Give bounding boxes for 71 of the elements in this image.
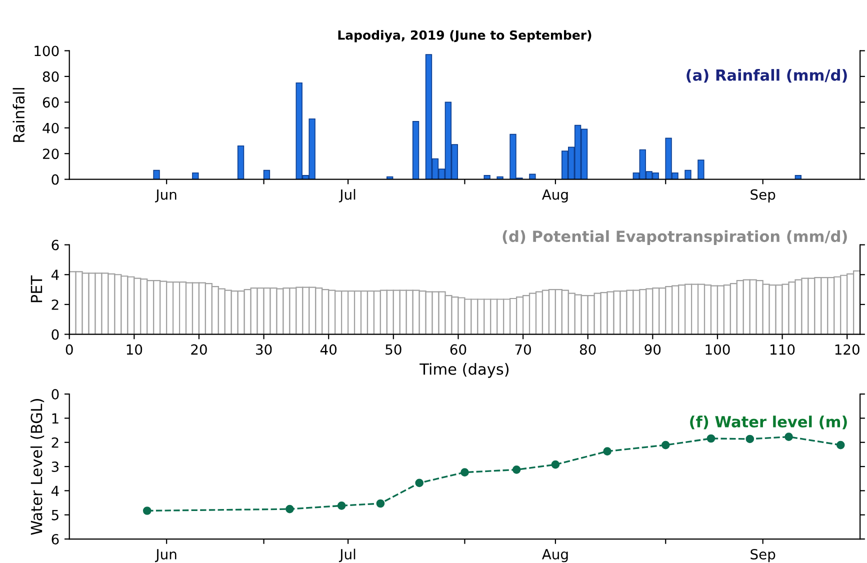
x-tick-label: 50 <box>386 344 402 355</box>
x-tick-label: 40 <box>320 344 337 355</box>
bar <box>684 170 692 180</box>
y-tick-label: 80 <box>42 71 59 82</box>
bar <box>496 176 504 180</box>
x-tick-label: Jun <box>155 549 176 562</box>
bar <box>794 175 802 180</box>
x-tick-label: Jul <box>338 189 356 202</box>
bar <box>263 170 270 180</box>
y-tick-label: 3 <box>52 462 59 472</box>
y-tick-label: 4 <box>51 270 59 280</box>
x-tick-label: 80 <box>580 344 596 355</box>
x-tick-label: Aug <box>542 189 568 202</box>
point <box>512 466 521 474</box>
x-tick-label: 20 <box>191 344 207 355</box>
y-tick-label: 60 <box>42 97 59 108</box>
point <box>746 434 754 444</box>
x-tick-label: 70 <box>515 344 531 355</box>
point <box>415 478 424 488</box>
x-tick-label: Jun <box>155 189 176 202</box>
y-tick-label: 0 <box>52 389 59 400</box>
y-tick-label: 2 <box>52 437 58 448</box>
y-tick-label: 20 <box>42 148 59 160</box>
bar <box>484 175 490 180</box>
point <box>603 447 612 456</box>
text: (f) Water level (m) <box>690 416 847 430</box>
y-axis-title: PET <box>30 275 42 302</box>
y-tick-label: 6 <box>52 240 59 250</box>
y-tick-label: 1 <box>52 413 58 424</box>
x-tick-label: 100 <box>706 344 730 355</box>
y-tick-label: 5 <box>52 510 58 520</box>
point <box>337 502 346 510</box>
point <box>376 499 385 508</box>
x-tick-label: 110 <box>770 344 795 355</box>
point <box>706 434 716 443</box>
y-tick-label: 6 <box>52 534 59 544</box>
point <box>551 460 560 469</box>
point <box>784 432 793 441</box>
x-tick-label: 10 <box>126 344 142 355</box>
y-tick-label: 4 <box>51 486 59 496</box>
bar <box>529 174 536 180</box>
point <box>142 506 152 515</box>
x-tick-label: 0 <box>66 344 73 355</box>
bar <box>698 160 704 180</box>
bar <box>412 121 420 180</box>
x-tick-label: 60 <box>450 344 466 355</box>
point <box>460 468 469 476</box>
text: (a) Rainfall (mm/d) <box>686 69 847 83</box>
y-tick-label: 100 <box>34 46 59 56</box>
y-axis-title: Rainfall <box>12 88 25 142</box>
bar <box>237 145 244 180</box>
point <box>836 440 845 450</box>
y-tick-label: 2 <box>52 299 58 310</box>
x-tick-label: Aug <box>542 549 568 562</box>
x-tick-label: Sep <box>750 548 776 562</box>
point <box>286 504 294 514</box>
x-tick-label: Sep <box>750 189 776 202</box>
y-axis-title: Water Level (BGL) <box>30 399 44 535</box>
y-tick-label: 0 <box>52 329 59 340</box>
x-tick-label: 120 <box>835 344 860 355</box>
bar <box>192 172 199 180</box>
bar <box>153 170 160 180</box>
point <box>661 440 670 450</box>
chart-subtitle: (d) Potential Evapotranspiration (mm/d) <box>502 230 847 246</box>
y-tick-label: 0 <box>52 174 59 185</box>
x-tick-label: Jul <box>338 548 356 562</box>
x-tick-label: 30 <box>256 344 272 355</box>
y-tick-label: 40 <box>42 122 59 134</box>
chart-title: Lapodiya, 2019 (June to September) <box>338 30 592 42</box>
x-axis-title: Time (days) <box>420 363 509 378</box>
x-tick-label: 90 <box>644 344 661 355</box>
